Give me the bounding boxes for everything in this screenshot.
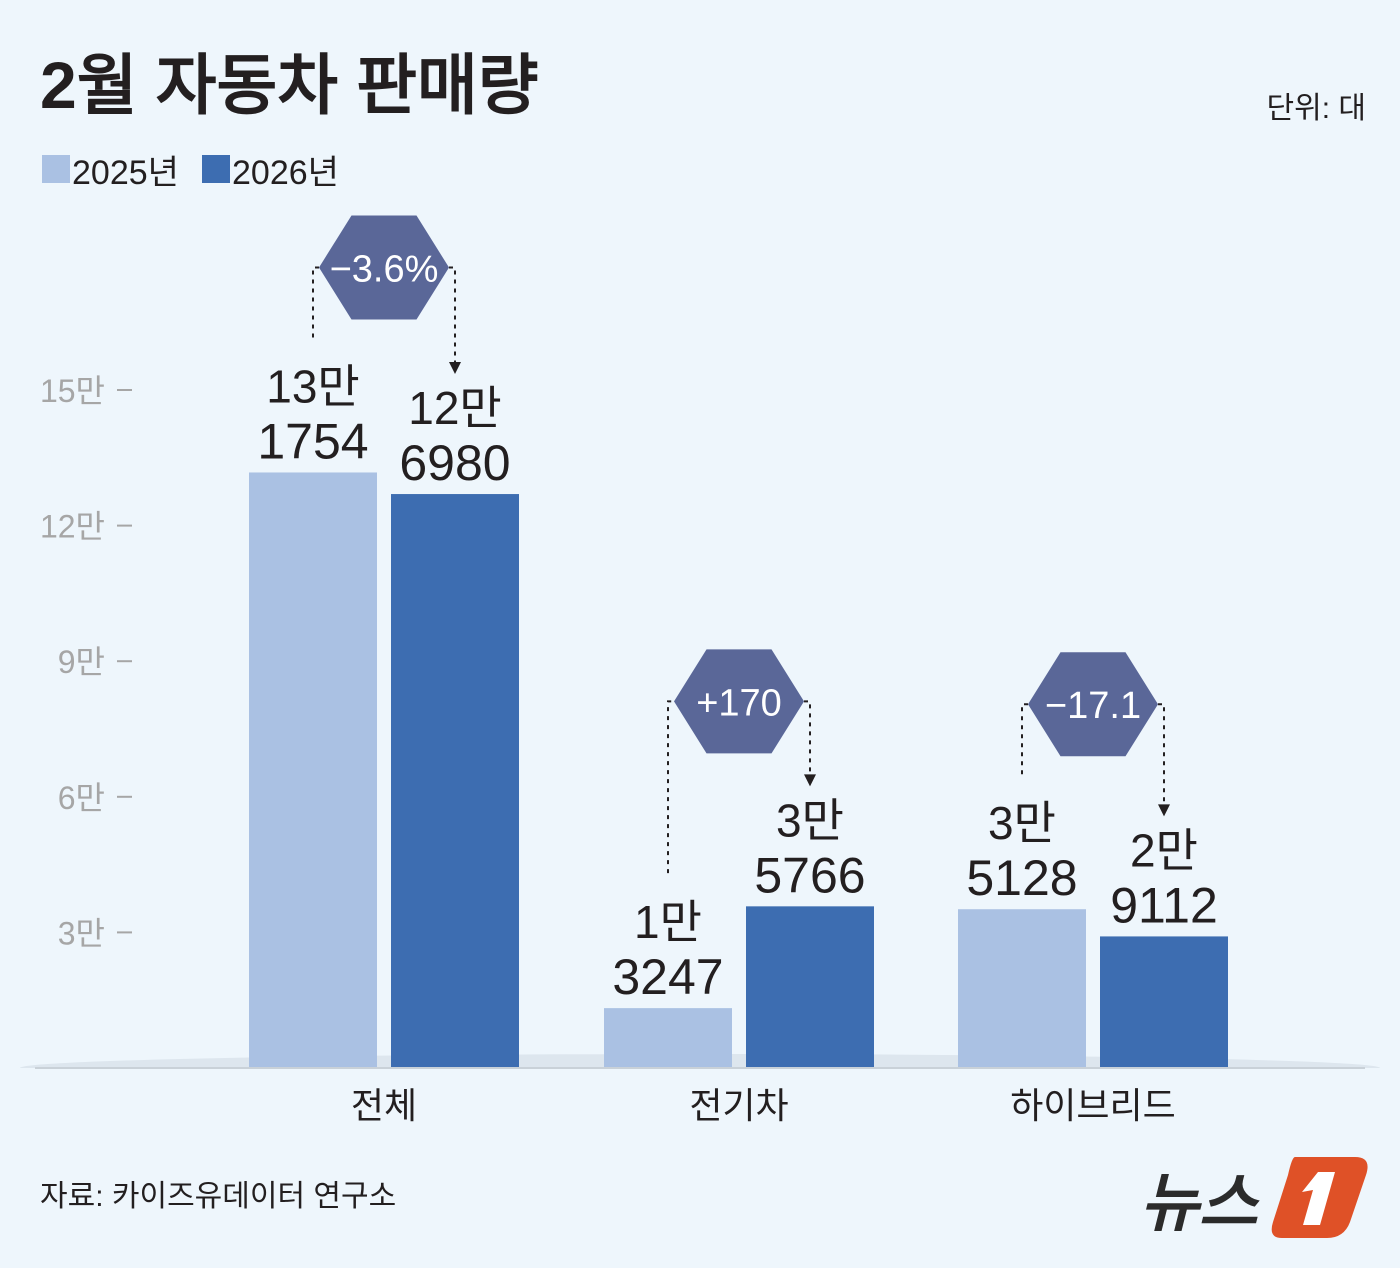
category-label: 전기차 <box>689 1085 788 1126</box>
change-label: +170 <box>696 682 782 724</box>
legend-swatch-2025 <box>42 155 70 183</box>
bracket-line-right <box>804 700 811 777</box>
y-tick-label: 15만 <box>40 373 105 409</box>
data-label-top: 3만 <box>776 794 844 846</box>
legend-swatch-2026 <box>202 155 230 183</box>
data-label-bottom: 5128 <box>966 850 1077 906</box>
data-label-top: 12만 <box>408 382 502 434</box>
y-tick-label: 12만 <box>40 509 105 545</box>
arrow-down-icon <box>804 774 816 787</box>
bar-2026 <box>746 906 874 1068</box>
y-tick-label: 6만 <box>58 780 105 816</box>
bracket-line-right <box>449 266 456 365</box>
data-label-top: 3만 <box>988 797 1056 849</box>
bar-2026 <box>1100 936 1228 1068</box>
change-hexagon <box>1028 652 1158 757</box>
data-label-bottom: 1754 <box>257 413 368 469</box>
bracket-line-right <box>1158 703 1165 807</box>
arrow-down-icon <box>1158 804 1170 817</box>
legend-label-2025: 2025년 <box>72 154 179 192</box>
category-label: 전체 <box>351 1085 417 1126</box>
bracket-line-left <box>1021 703 1028 775</box>
data-label-bottom: 3247 <box>612 949 723 1005</box>
bar-2025 <box>958 909 1086 1068</box>
chart-title: 2월 자동차 판매량 <box>40 48 538 122</box>
y-tick-label: 3만 <box>58 915 105 951</box>
bar-2025 <box>604 1008 732 1068</box>
data-label-bottom: 5766 <box>754 847 865 903</box>
arrow-down-icon <box>449 362 461 375</box>
data-label-top: 2만 <box>1130 824 1198 876</box>
y-tick-label: 9만 <box>58 644 105 680</box>
bar-2025 <box>249 472 377 1068</box>
data-label-top: 13만 <box>266 360 360 412</box>
change-hexagon <box>319 215 449 320</box>
source-note: 자료: 카이즈유데이터 연구소 <box>40 1180 396 1213</box>
bar-2026 <box>391 494 519 1068</box>
unit-label: 단위: 대 <box>1267 92 1366 125</box>
legend-label-2026: 2026년 <box>232 154 339 192</box>
change-hexagon <box>674 649 804 754</box>
bracket-line-left <box>312 266 319 338</box>
data-label-bottom: 9112 <box>1110 877 1218 933</box>
category-label: 하이브리드 <box>1010 1085 1176 1126</box>
data-label-bottom: 6980 <box>399 435 510 491</box>
change-label: −3.6% <box>330 248 439 290</box>
change-label: −17.1 <box>1045 685 1141 727</box>
news1-logo: 뉴스 <box>1140 1157 1368 1239</box>
svg-text:뉴스: 뉴스 <box>1140 1167 1260 1239</box>
bracket-line-left <box>667 700 674 874</box>
data-label-top: 1만 <box>634 896 702 948</box>
